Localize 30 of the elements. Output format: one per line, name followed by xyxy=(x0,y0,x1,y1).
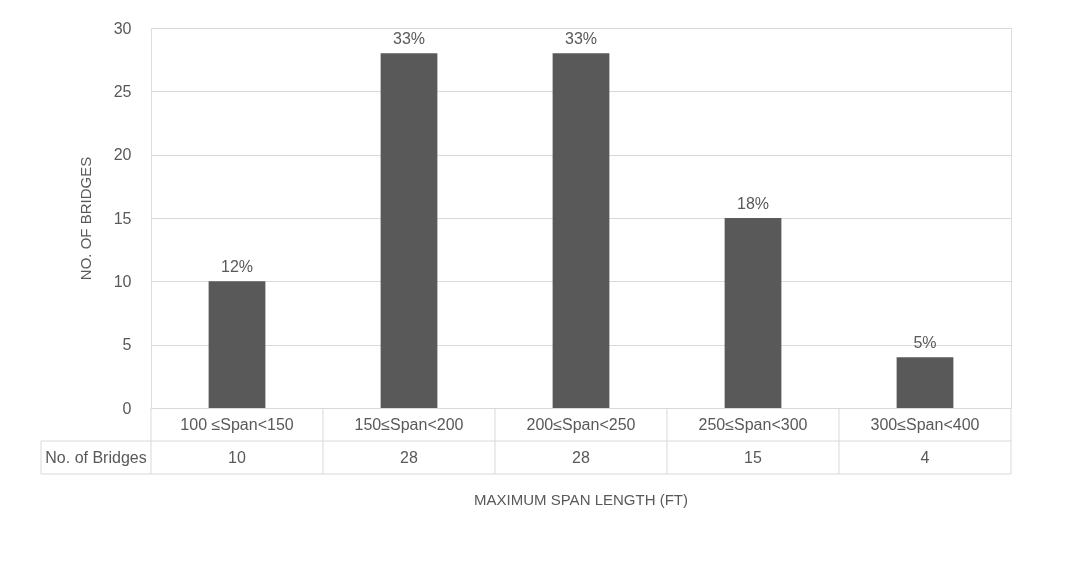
annotation: 12% xyxy=(220,258,254,276)
y-tick-label: 10 xyxy=(113,272,132,290)
y-tick-label: 30 xyxy=(113,19,132,37)
bar xyxy=(724,218,782,408)
data-label: 15 xyxy=(744,449,762,466)
annotation: 33% xyxy=(564,30,598,48)
data-label: 28 xyxy=(400,449,418,466)
data-label: 28 xyxy=(572,449,590,466)
text: No. of Bridges xyxy=(45,449,147,466)
x-tick-label: 250≤Span<300 xyxy=(698,416,808,433)
x-tick-label: 150≤Span<200 xyxy=(354,416,464,433)
bar xyxy=(896,357,954,408)
annotation: 5% xyxy=(913,334,937,352)
bar xyxy=(380,53,438,408)
annotation: 33% xyxy=(392,30,426,48)
x-tick-label: 200≤Span<250 xyxy=(526,416,636,433)
y-tick-label: 15 xyxy=(113,209,132,227)
y-tick-label: 20 xyxy=(113,146,132,164)
x-tick-label: 100 ≤Span<150 xyxy=(180,416,294,433)
bar xyxy=(552,53,610,408)
y-tick-label: 0 xyxy=(122,399,132,417)
data-label: 4 xyxy=(920,449,930,466)
y-axis-title: NO. OF BRIDGES xyxy=(76,156,94,281)
bar xyxy=(208,281,266,408)
x-axis-title: MAXIMUM SPAN LENGTH (FT) xyxy=(474,491,688,508)
data-label: 10 xyxy=(228,449,246,466)
annotation: 18% xyxy=(736,195,770,212)
x-tick-label: 300≤Span<400 xyxy=(870,416,980,433)
y-tick-label: 5 xyxy=(122,336,132,354)
y-tick-label: 25 xyxy=(113,82,132,100)
